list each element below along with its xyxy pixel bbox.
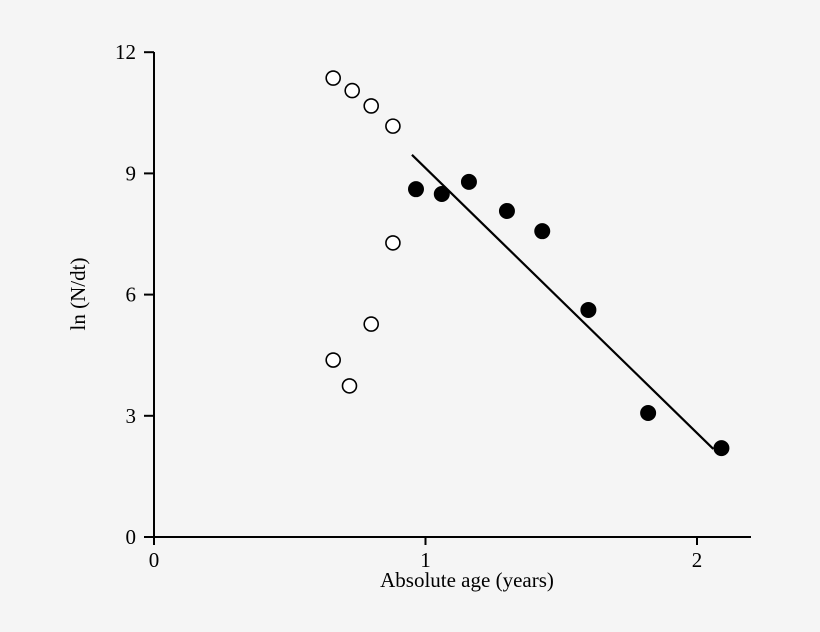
y-tick-label: 9	[126, 161, 137, 185]
open-data-point	[325, 352, 341, 368]
filled-data-point	[433, 186, 450, 203]
open-data-point	[325, 70, 341, 86]
regression-line	[411, 154, 715, 450]
x-tick-label: 0	[149, 548, 160, 572]
filled-data-point	[713, 440, 730, 457]
filled-data-point	[534, 223, 551, 240]
filled-data-point	[640, 404, 657, 421]
y-axis-label: ln (N/dt)	[66, 258, 90, 331]
filled-data-point	[460, 173, 477, 190]
open-data-point	[363, 316, 380, 332]
x-axis-label: Absolute age (years)	[380, 568, 554, 592]
axes	[153, 52, 751, 538]
open-data-point	[344, 82, 360, 99]
y-tick-label: 3	[126, 404, 137, 428]
y-tick-label: 12	[115, 40, 136, 64]
y-tick-label: 0	[126, 525, 137, 549]
filled-data-point	[498, 202, 515, 219]
open-data-point	[385, 235, 401, 251]
open-data-point	[385, 118, 401, 134]
open-data-point	[363, 98, 380, 114]
y-tick-label: 6	[126, 283, 137, 307]
filled-data-point	[580, 301, 597, 318]
filled-data-point	[407, 181, 424, 198]
open-data-point	[341, 378, 358, 394]
x-tick-label: 2	[692, 548, 703, 572]
x-tick-label: 1	[420, 548, 431, 572]
